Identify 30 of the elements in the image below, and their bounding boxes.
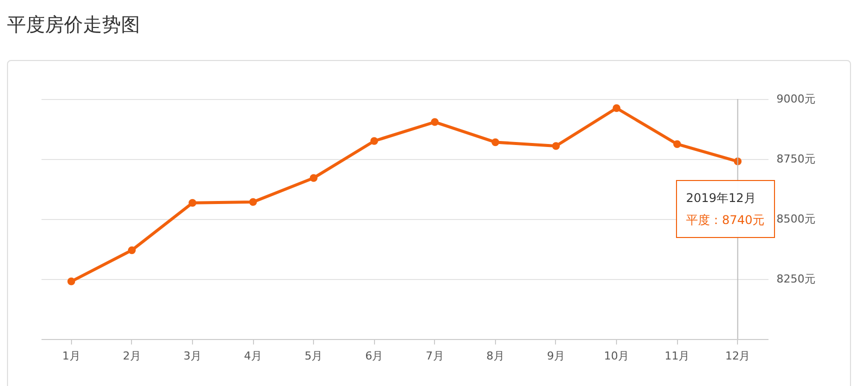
point bbox=[430, 118, 439, 126]
annotation: 平度：8740元 bbox=[686, 212, 765, 229]
y-tick-label: 9000元 bbox=[776, 92, 816, 106]
chart-title: 平度房价走势图 bbox=[7, 13, 140, 38]
point bbox=[310, 174, 318, 182]
x-tick-label: 2月 bbox=[122, 350, 141, 362]
x-tick-label: 11月 bbox=[664, 350, 690, 362]
x-tick-label: 4月 bbox=[244, 350, 262, 362]
x-tick-label: 9月 bbox=[546, 350, 565, 362]
y-tick-label: 8750元 bbox=[776, 152, 816, 166]
annotation: 2019年12月 bbox=[686, 190, 757, 207]
point bbox=[552, 142, 560, 150]
x-tick-label: 5月 bbox=[304, 350, 323, 362]
x-tick-label: 8月 bbox=[486, 350, 504, 362]
point bbox=[492, 138, 500, 146]
y-tick-label: 8500元 bbox=[776, 212, 816, 226]
x-tick-label: 1月 bbox=[62, 350, 80, 362]
point bbox=[249, 198, 257, 206]
point bbox=[673, 140, 681, 148]
point bbox=[370, 137, 378, 145]
x-tick-label: 12月 bbox=[725, 350, 750, 362]
x-tick-label: 7月 bbox=[426, 350, 444, 362]
y-tick-label: 8250元 bbox=[776, 272, 816, 286]
x-tick-label: 10月 bbox=[604, 350, 630, 362]
point bbox=[612, 104, 620, 112]
point bbox=[188, 199, 196, 207]
point bbox=[67, 278, 76, 286]
x-tick-label: 6月 bbox=[365, 350, 384, 362]
x-tick-label: 3月 bbox=[183, 350, 202, 362]
point bbox=[128, 246, 136, 254]
